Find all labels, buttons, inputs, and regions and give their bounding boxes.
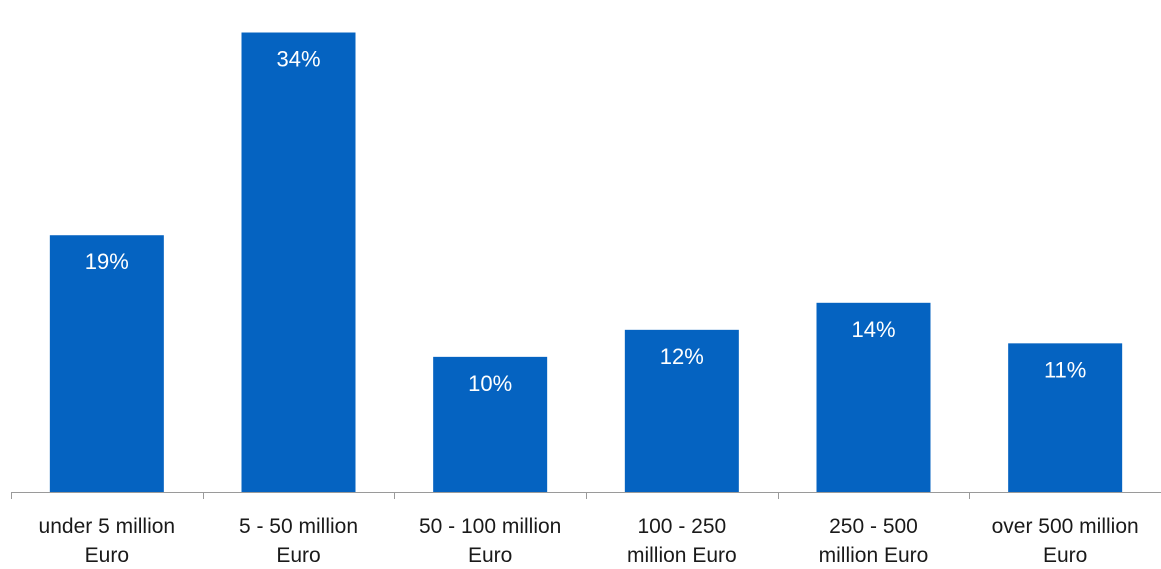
bar <box>241 32 356 493</box>
value-labels-layer: 19% 34% 10% 12% 14% 11% <box>85 47 1087 396</box>
bar <box>49 235 164 492</box>
bar-value-label: 12% <box>660 344 704 369</box>
category-label-line: 250 - 500 <box>829 515 918 538</box>
bar-value-label: 10% <box>468 371 512 396</box>
category-label: 50 - 100 million Euro <box>419 515 561 567</box>
bar <box>624 329 739 492</box>
bar <box>433 356 548 492</box>
category-label: over 500 million Euro <box>992 515 1139 567</box>
category-label-line: million Euro <box>819 544 929 567</box>
bar-value-label: 14% <box>851 317 895 342</box>
bar-value-label: 11% <box>1044 357 1086 382</box>
category-label-line: over 500 million <box>992 515 1139 538</box>
category-label-line: 5 - 50 million <box>239 515 358 538</box>
category-label-line: Euro <box>468 544 512 567</box>
category-label-line: under 5 million <box>39 515 176 538</box>
bar-value-label: 34% <box>276 47 320 72</box>
bar <box>816 302 931 492</box>
category-label-line: million Euro <box>627 544 737 567</box>
category-label-line: Euro <box>276 544 320 567</box>
bar <box>1008 343 1123 492</box>
category-label: 5 - 50 million Euro <box>239 515 358 567</box>
category-label-line: Euro <box>1043 544 1087 567</box>
bars-layer <box>49 32 1123 493</box>
category-label: under 5 million Euro <box>39 515 176 567</box>
x-axis <box>11 492 1161 499</box>
category-label-line: 50 - 100 million <box>419 515 561 538</box>
bar-value-label: 19% <box>85 249 129 274</box>
category-label-line: Euro <box>85 544 129 567</box>
category-label: 100 - 250 million Euro <box>627 515 737 567</box>
category-label-line: 100 - 250 <box>637 515 726 538</box>
category-label: 250 - 500 million Euro <box>819 515 929 567</box>
